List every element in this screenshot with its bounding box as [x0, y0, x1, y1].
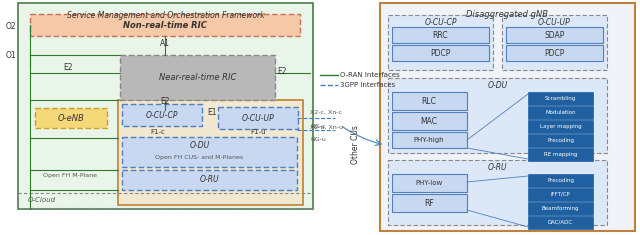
Bar: [30, 14, 300, 36]
Bar: [528, 202, 593, 215]
Text: X2-u, Xn-u: X2-u, Xn-u: [310, 125, 343, 130]
Text: O-CU-UP: O-CU-UP: [538, 17, 571, 27]
Bar: [122, 104, 202, 126]
Bar: [528, 106, 593, 119]
Text: Non-real-time RIC: Non-real-time RIC: [123, 20, 207, 30]
Bar: [122, 137, 297, 167]
Text: Precoding: Precoding: [547, 178, 574, 183]
Text: O2: O2: [5, 21, 16, 31]
Text: NG-u: NG-u: [310, 137, 326, 142]
Bar: [528, 134, 593, 147]
Text: 3GPP Interfaces: 3GPP Interfaces: [340, 82, 396, 88]
Text: Precoding: Precoding: [547, 138, 574, 143]
Bar: [506, 45, 603, 61]
Bar: [122, 170, 297, 190]
Bar: [388, 78, 607, 153]
Text: Other CUs: Other CUs: [351, 125, 360, 164]
Bar: [528, 188, 593, 201]
Text: RRC: RRC: [433, 31, 448, 39]
Text: Near-real-time RIC: Near-real-time RIC: [159, 73, 236, 82]
Bar: [18, 193, 313, 208]
Text: O-RU: O-RU: [200, 176, 220, 184]
Bar: [392, 174, 467, 192]
Bar: [380, 3, 635, 231]
Bar: [506, 27, 603, 43]
Bar: [528, 120, 593, 133]
Bar: [388, 160, 607, 225]
Text: PDCP: PDCP: [430, 48, 451, 58]
Bar: [118, 100, 303, 205]
Bar: [218, 107, 298, 129]
Text: PDCP: PDCP: [544, 48, 564, 58]
Bar: [18, 3, 313, 209]
Text: Open FH CUS- and M-Planes: Open FH CUS- and M-Planes: [156, 154, 244, 160]
Text: MAC: MAC: [420, 117, 438, 125]
Text: DAC/ADC: DAC/ADC: [548, 220, 573, 225]
Bar: [392, 27, 489, 43]
Text: Beamforming: Beamforming: [541, 206, 579, 211]
Text: O-RAN Interfaces: O-RAN Interfaces: [340, 72, 400, 78]
Bar: [392, 92, 467, 110]
Bar: [502, 15, 607, 70]
Bar: [392, 194, 467, 212]
Bar: [35, 108, 107, 128]
Text: O1: O1: [5, 51, 16, 59]
Text: E2: E2: [63, 63, 73, 73]
Text: O-eNB: O-eNB: [58, 114, 84, 122]
Text: A1: A1: [160, 39, 170, 48]
Text: X2-c, Xn-c: X2-c, Xn-c: [310, 110, 342, 115]
Bar: [392, 112, 467, 130]
Text: F1-u: F1-u: [250, 129, 266, 135]
Text: RLC: RLC: [422, 97, 436, 106]
Text: Open FH M-Plane: Open FH M-Plane: [43, 173, 97, 179]
Bar: [392, 132, 467, 148]
Text: E2: E2: [160, 98, 170, 106]
Bar: [528, 92, 593, 105]
Text: Service Management and Orchestration Framework: Service Management and Orchestration Fra…: [67, 11, 264, 20]
Text: O-CU-CP: O-CU-CP: [146, 110, 179, 120]
Text: Scrambling: Scrambling: [545, 96, 576, 101]
Text: O-DU: O-DU: [189, 141, 210, 149]
Bar: [392, 45, 489, 61]
Text: Modulation: Modulation: [545, 110, 576, 115]
Text: RE mapping: RE mapping: [544, 152, 577, 157]
Text: O-CU-UP: O-CU-UP: [242, 114, 275, 122]
Bar: [388, 15, 493, 70]
Text: Disaggregated gNB: Disaggregated gNB: [467, 10, 548, 19]
Text: E1: E1: [207, 107, 216, 117]
Text: F1-c: F1-c: [150, 129, 165, 135]
Text: NG-c: NG-c: [310, 124, 325, 129]
Text: SDAP: SDAP: [544, 31, 564, 39]
Text: O-CU-CP: O-CU-CP: [424, 17, 457, 27]
Text: E2: E2: [277, 67, 287, 77]
Text: PHY-high: PHY-high: [413, 137, 444, 143]
Text: O-DU: O-DU: [488, 81, 508, 90]
Text: RF: RF: [424, 199, 434, 208]
Text: O-RU: O-RU: [488, 162, 508, 172]
Bar: [528, 216, 593, 229]
Text: iFFT/CP: iFFT/CP: [550, 192, 570, 197]
Bar: [528, 174, 593, 187]
Text: Layer mapping: Layer mapping: [540, 124, 581, 129]
Bar: [528, 148, 593, 161]
Text: PHY-low: PHY-low: [415, 180, 443, 186]
Text: O-Cloud: O-Cloud: [28, 197, 56, 204]
Bar: [120, 55, 275, 100]
